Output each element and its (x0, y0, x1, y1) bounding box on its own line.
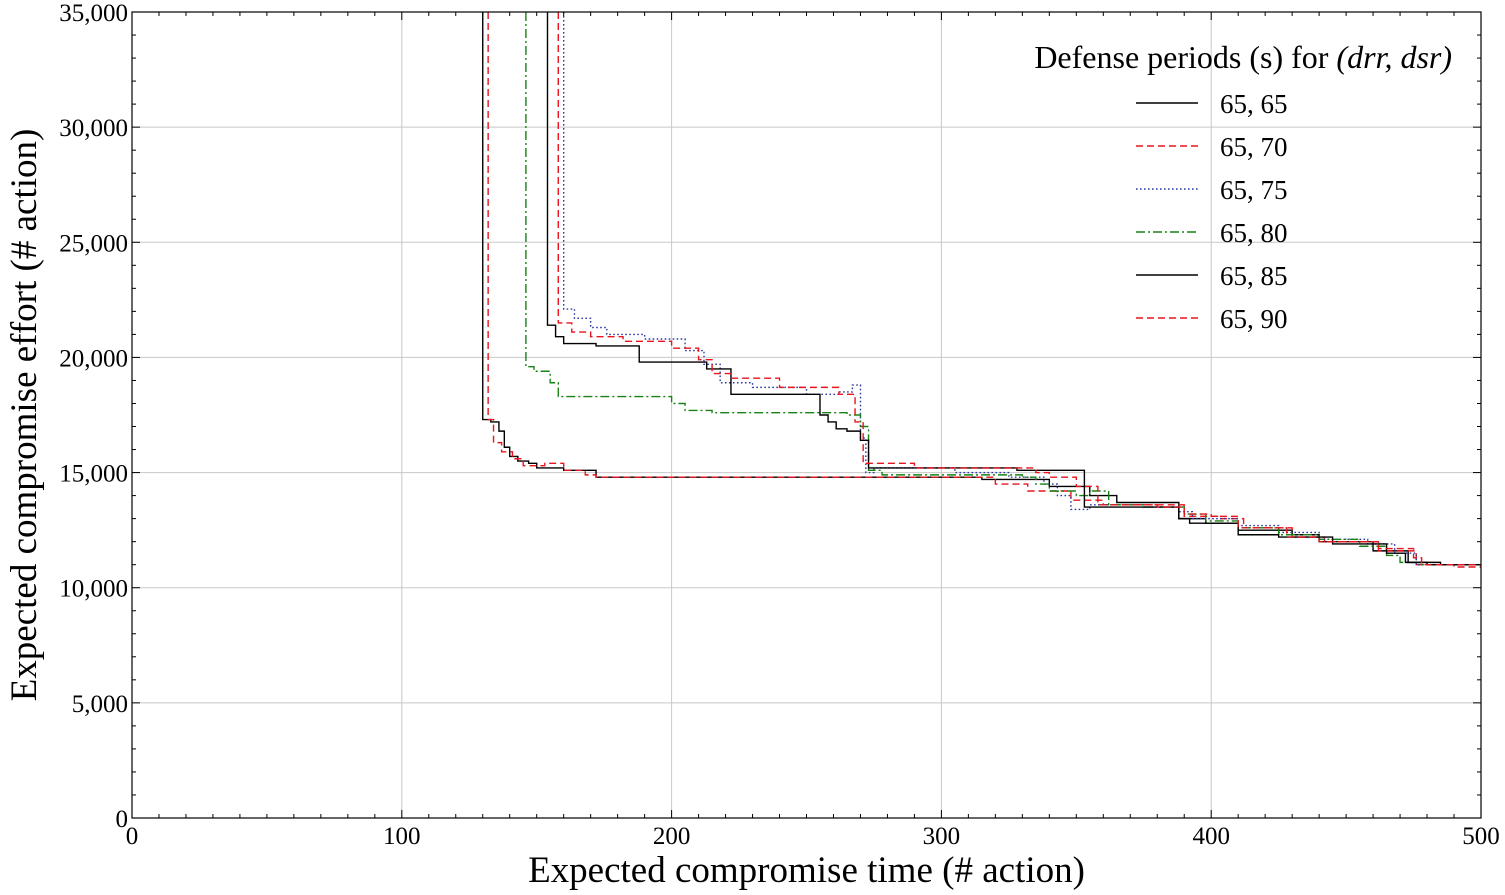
y-tick-label: 35,000 (59, 0, 128, 27)
x-tick-label: 200 (653, 823, 691, 850)
legend-label: 65, 80 (1220, 218, 1288, 248)
x-tick-label: 400 (1192, 823, 1230, 850)
tick-labels: 0 100 200 300 400 500 0 5,000 10,000 15,000 20,000… (59, 0, 1500, 850)
legend-title: Defense periods (s) for (drr, dsr) (1034, 39, 1452, 75)
x-tick-label: 500 (1462, 823, 1500, 850)
x-tick-label: 0 (126, 823, 139, 850)
x-axis-label: Expected compromise time (# action) (528, 850, 1085, 891)
series-line-65-70 (487, 12, 1481, 568)
y-axis-label: Expected compromise effort (# action) (4, 129, 45, 702)
axis-ticks (131, 11, 1482, 819)
series-line-65-85 (546, 12, 1481, 566)
legend-label: 65, 75 (1220, 175, 1288, 205)
y-tick-label: 5,000 (72, 691, 128, 718)
series-lines (482, 12, 1481, 568)
y-tick-label: 0 (116, 806, 129, 833)
legend-entries: 65, 65 65, 70 65, 75 65, 80 65, 85 65, 90 (1136, 89, 1288, 334)
legend-label: 65, 70 (1220, 132, 1288, 162)
legend-label: 65, 65 (1220, 89, 1288, 119)
x-tick-label: 300 (923, 823, 961, 850)
legend-title-prefix: Defense periods (s) for (1034, 39, 1336, 75)
legend-label: 65, 90 (1220, 304, 1288, 334)
series-line-65-65 (482, 12, 1481, 566)
series-line-65-90 (557, 12, 1481, 566)
legend-title-math: (drr, dsr) (1336, 39, 1452, 75)
series-line-65-80 (525, 12, 1481, 566)
legend: Defense periods (s) for (drr, dsr) 65, 6… (1034, 39, 1452, 334)
y-tick-label: 10,000 (59, 576, 128, 603)
series-line-65-75 (562, 12, 1481, 566)
y-tick-label: 15,000 (59, 461, 128, 488)
grid-lines (132, 12, 1481, 818)
y-tick-label: 25,000 (59, 230, 128, 257)
x-tick-label: 100 (383, 823, 421, 850)
y-tick-label: 30,000 (59, 115, 128, 142)
legend-label: 65, 85 (1220, 261, 1288, 291)
y-tick-label: 20,000 (59, 345, 128, 372)
